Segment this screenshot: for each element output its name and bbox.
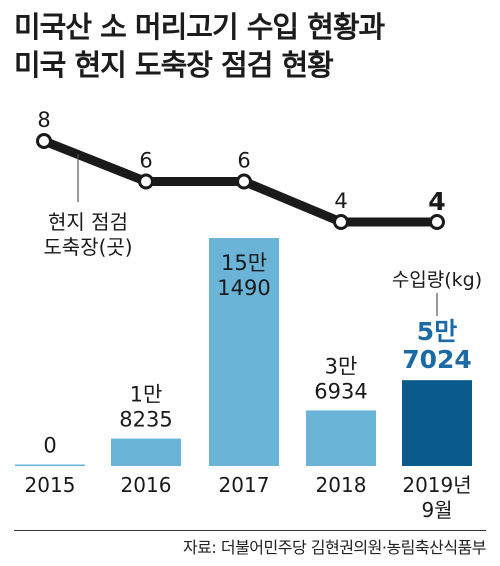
line-value-label: 6 bbox=[237, 149, 250, 173]
line-value-label: 4 bbox=[428, 187, 445, 216]
line-value-label: 6 bbox=[139, 149, 152, 173]
bar-2018 bbox=[306, 410, 376, 466]
line-point bbox=[429, 214, 445, 230]
chart-title-line-1: 미국산 소 머리고기 수입 현황과 bbox=[14, 10, 385, 44]
bar-2015 bbox=[15, 464, 85, 466]
bar-value-label: 1만 bbox=[130, 383, 163, 407]
source-note: 자료: 더불어민주당 김현권의원·농림축산식품부 bbox=[182, 538, 487, 557]
bar-value-label: 15만 bbox=[221, 251, 267, 275]
bar-2017 bbox=[209, 238, 279, 466]
x-tick-label: 2017 bbox=[219, 473, 270, 497]
footer-divider bbox=[14, 530, 486, 531]
bar-value-label: 6934 bbox=[314, 379, 367, 403]
line-point bbox=[36, 133, 52, 149]
line-point bbox=[236, 173, 252, 190]
x-tick-label: 2019년 bbox=[402, 473, 471, 497]
line-series-label: 현지 점검 bbox=[48, 210, 128, 234]
x-tick-label: 9월 bbox=[421, 498, 452, 522]
x-tick-label: 2018 bbox=[316, 473, 367, 497]
bar-series-label: 수입량(kg) bbox=[392, 269, 482, 291]
x-tick-label: 2015 bbox=[25, 473, 76, 497]
bar-value-label: 0 bbox=[43, 434, 56, 458]
bar-value-label: 8235 bbox=[119, 408, 172, 432]
bar-value-label: 7024 bbox=[402, 345, 472, 374]
line-point bbox=[333, 214, 349, 230]
bar-2019년 9월 bbox=[402, 380, 472, 466]
line-series-label: 도축장(곳) bbox=[43, 235, 132, 259]
bar-2016 bbox=[111, 438, 181, 466]
chart-title: 미국산 소 머리고기 수입 현황과 미국 현지 도축장 점검 현황 bbox=[14, 8, 486, 84]
line-value-label: 4 bbox=[334, 189, 347, 213]
bar-value-label: 5만 bbox=[417, 317, 457, 346]
bar-value-label: 1490 bbox=[217, 276, 270, 300]
line-point bbox=[138, 173, 154, 190]
x-tick-label: 2016 bbox=[121, 473, 172, 497]
bar-value-label: 3만 bbox=[325, 354, 358, 378]
line-value-label: 8 bbox=[37, 108, 50, 132]
chart-title-line-2: 미국 현지 도축장 점검 현황 bbox=[14, 48, 334, 82]
